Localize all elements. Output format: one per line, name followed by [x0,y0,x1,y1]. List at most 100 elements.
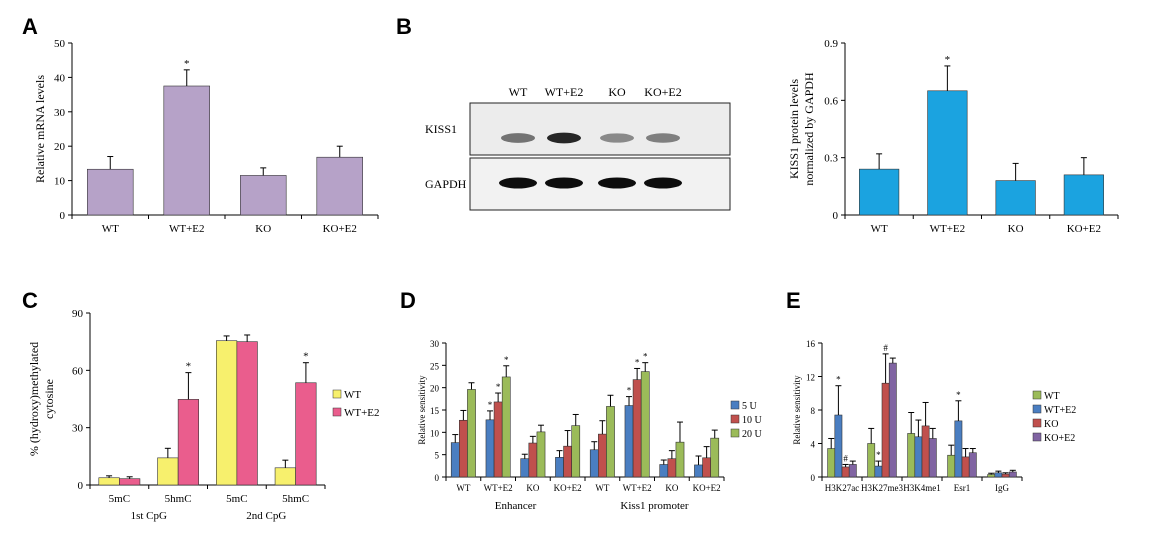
x-tick-label: KO [526,483,539,493]
legend-label: KO+E2 [1044,433,1075,444]
bar [236,341,258,486]
panel-label-a: A [22,14,38,39]
bar [536,431,546,478]
significance-marker: # [843,453,848,463]
x-tick-label: WT+E2 [484,483,513,493]
y-tick-label: 25 [430,361,440,371]
bar [450,442,460,478]
chart-c-methylation: 0 30 60 90 * * 5mC 5hmC 5mC 5hmC 1st CpG 2nd CpG % (… [27,308,380,522]
y-axis-label: Relative sensitivity [792,375,802,445]
bar [87,168,134,216]
x-tick-label: IgG [995,483,1009,493]
panel-label-d: D [400,288,416,313]
legend-swatch [730,428,740,438]
bar [947,454,956,478]
bar [598,433,607,478]
legend-swatch [730,414,740,424]
significance-marker: * [488,400,493,410]
bar [459,419,468,478]
x-tick-label: 5mC [109,493,130,505]
legend-swatch [1032,390,1042,400]
panel-label-b: B [396,14,412,39]
legend-label: KO [1044,419,1058,430]
lane-label: KO+E2 [644,85,681,99]
y-tick-label: 10 [430,428,440,438]
legend-swatch [1032,404,1042,414]
x-tick-label: H3K27me3 [861,483,903,493]
significance-marker: * [627,386,632,396]
bar [177,399,199,486]
y-tick-label: 4 [811,440,816,450]
bar [954,420,963,478]
band-kiss1 [501,133,535,143]
y-tick-label: 30 [72,423,84,435]
bar [555,457,564,478]
y-tick-label: 20 [430,384,440,394]
row-label-gapdh: GAPDH [425,177,467,191]
bar [888,362,897,478]
significance-marker: * [945,54,951,66]
legend-swatch [730,400,740,410]
x-tick-label: WT+E2 [169,223,205,235]
x-tick-label: KO+E2 [1067,223,1101,235]
y-axis-label: KISS1 protein levels [787,79,801,179]
bar [163,85,211,216]
panel-label-e: E [786,288,801,313]
bar [589,449,599,478]
significance-marker: # [883,343,888,353]
y-tick-label: 16 [806,339,816,349]
bar [907,433,916,478]
group-label: 1st CpG [131,510,167,522]
bar [520,458,530,478]
legend-label: WT [344,389,361,401]
bar [501,376,511,478]
bar [710,437,720,478]
bar [921,425,930,478]
x-tick-label: H3K27ac [825,483,860,493]
bar [1001,473,1010,478]
x-tick-label: WT+E2 [930,223,966,235]
significance-marker: * [956,390,961,400]
bar [316,156,363,216]
bar [1063,174,1104,216]
bar [928,438,937,478]
group-label: 2nd CpG [246,510,286,522]
legend-swatch [332,407,342,417]
chart-b-protein-levels: 0 0.3 0.6 0.9 * WT WT+E2 KO KO+E2 KISS1 protein l… [787,38,1119,235]
bar [927,90,968,216]
x-tick-label: WT [595,483,609,493]
bar [485,419,495,478]
legend-label: WT+E2 [1044,405,1076,416]
x-tick-label: KO+E2 [323,223,357,235]
bar [563,445,572,478]
bar [1008,471,1017,478]
y-tick-label: 0.9 [824,38,838,50]
bar [874,465,883,478]
bar [640,371,650,478]
bar [961,456,970,478]
legend-label: 20 U [742,429,763,440]
y-tick-label: 8 [811,406,816,416]
bar [528,442,538,478]
bar [606,406,615,478]
panel-label-c: C [22,288,38,313]
x-tick-label: H3K4me1 [903,483,941,493]
bar [274,467,296,486]
bar [914,436,923,478]
significance-marker: * [184,58,190,70]
significance-marker: * [876,450,881,460]
bar [827,448,836,478]
y-tick-label: 0.6 [824,95,838,107]
legend-label: WT [1044,391,1060,402]
significance-marker: * [836,375,841,385]
band-gapdh [598,177,636,189]
x-tick-label: WT [456,483,470,493]
x-tick-label: KO [1008,223,1024,235]
bar [216,340,238,486]
y-tick-label: 40 [54,72,66,84]
legend-swatch [332,389,342,399]
blot-box-kiss1 [469,102,731,156]
y-tick-label: 0 [60,210,66,222]
bar [694,464,703,478]
